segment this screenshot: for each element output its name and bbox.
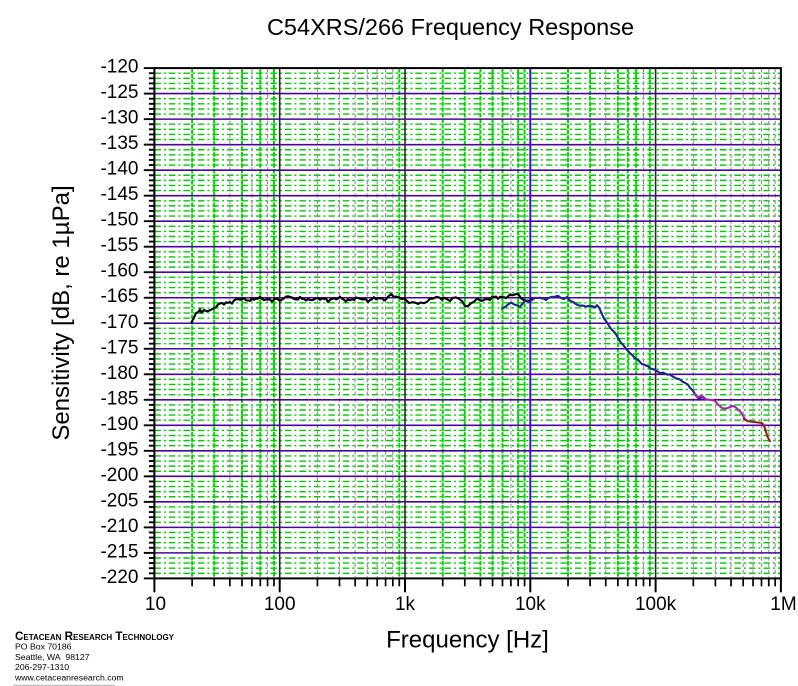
svg-text:-160: -160 <box>100 261 138 282</box>
svg-text:-155: -155 <box>100 235 138 256</box>
svg-text:www.cetaceanresearch.com: www.cetaceanresearch.com <box>14 673 124 683</box>
svg-text:C54XRS/266 Frequency Response: C54XRS/266 Frequency Response <box>267 14 634 40</box>
svg-text:-175: -175 <box>100 337 138 358</box>
svg-text:PO Box 70186: PO Box 70186 <box>15 642 72 652</box>
svg-text:-220: -220 <box>100 567 138 588</box>
svg-text:1M: 1M <box>770 594 796 615</box>
svg-text:-180: -180 <box>100 363 138 384</box>
svg-text:1k: 1k <box>395 594 416 615</box>
svg-text:-130: -130 <box>100 108 138 129</box>
svg-text:-195: -195 <box>100 439 138 460</box>
svg-text:-135: -135 <box>100 133 138 154</box>
svg-text:-140: -140 <box>100 159 138 180</box>
svg-text:-205: -205 <box>100 490 138 511</box>
svg-text:-125: -125 <box>100 82 138 103</box>
svg-text:-200: -200 <box>100 465 138 486</box>
svg-text:-165: -165 <box>100 286 138 307</box>
svg-text:Cetacean Research Technology: Cetacean Research Technology <box>15 630 175 643</box>
svg-text:-120: -120 <box>100 57 138 78</box>
svg-text:206-297-1310: 206-297-1310 <box>15 662 69 672</box>
svg-text:Sensitivity [dB, re 1µPa]: Sensitivity [dB, re 1µPa] <box>48 185 75 440</box>
svg-text:-215: -215 <box>100 541 138 562</box>
svg-text:10: 10 <box>145 594 166 615</box>
svg-text:-185: -185 <box>100 388 138 409</box>
svg-text:-190: -190 <box>100 414 138 435</box>
svg-text:10k: 10k <box>515 594 546 615</box>
svg-text:-170: -170 <box>100 312 138 333</box>
svg-text:100: 100 <box>264 594 296 615</box>
svg-text:Frequency [Hz]: Frequency [Hz] <box>386 627 549 654</box>
svg-text:100k: 100k <box>635 594 677 615</box>
svg-text:-210: -210 <box>100 516 138 537</box>
svg-text:-145: -145 <box>100 184 138 205</box>
svg-text:Seattle, WA 98127: Seattle, WA 98127 <box>15 652 90 662</box>
svg-text:-150: -150 <box>100 210 138 231</box>
